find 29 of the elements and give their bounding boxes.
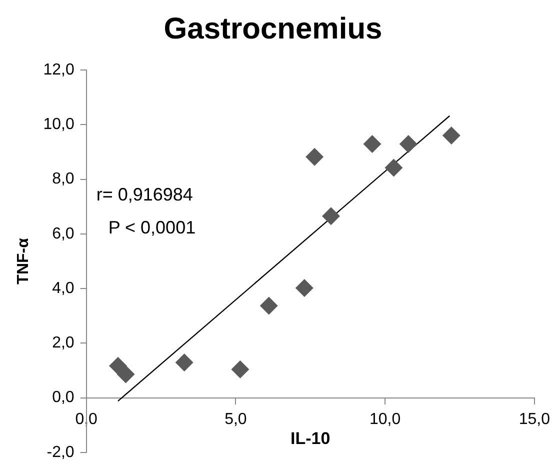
point: [116, 365, 135, 384]
point: [295, 278, 314, 297]
point: [384, 158, 403, 177]
y-axis-title: TNF-α: [15, 238, 32, 284]
point: [260, 296, 278, 315]
chart-title: Gastrocnemius: [164, 12, 382, 46]
y-tick-label: 2,0: [52, 334, 74, 352]
y-tick-label: 12,0: [43, 61, 74, 78]
annotation: r= 0,916984: [96, 184, 193, 205]
x-tick-label: 0,0: [75, 410, 98, 428]
x-axis-title: IL-10: [290, 428, 330, 448]
y-tick-label: 0,0: [52, 389, 74, 406]
point: [231, 360, 250, 378]
point: [175, 354, 194, 372]
y-tick-label: 10,0: [43, 116, 74, 134]
point: [306, 148, 324, 166]
point: [109, 356, 128, 375]
point: [322, 207, 340, 226]
point: [442, 126, 460, 145]
x-tick-label: 15,0: [518, 410, 550, 428]
y-tick-label: -2,0: [46, 444, 74, 461]
y-tick-label: 8,0: [52, 170, 74, 188]
x-tick-label: 5,0: [224, 410, 247, 428]
y-tick-label: 4,0: [52, 280, 74, 297]
y-tick-label: 6,0: [52, 225, 74, 242]
point: [399, 135, 418, 154]
point: [363, 135, 382, 154]
x-tick-label: 10,0: [369, 410, 401, 428]
annotation: P < 0,0001: [108, 218, 196, 238]
